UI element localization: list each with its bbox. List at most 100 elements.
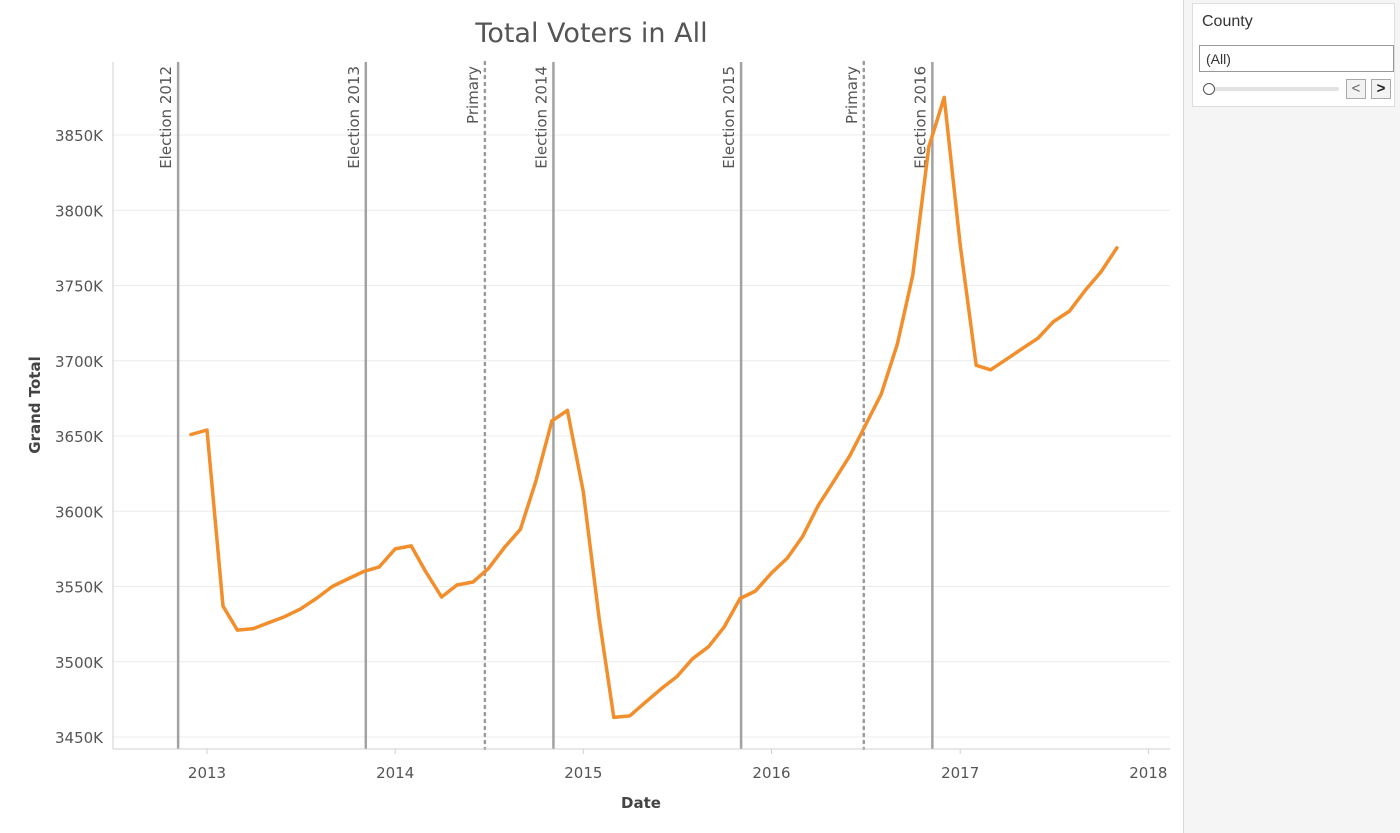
reference-line-label: Primary [464,66,482,124]
series-line [189,95,1119,720]
data-point[interactable] [455,583,459,587]
data-point[interactable] [785,556,790,560]
data-point[interactable] [643,700,647,705]
data-point[interactable] [330,584,334,589]
data-point[interactable] [800,535,805,539]
filter-slider-handle[interactable] [1203,83,1215,95]
y-tick-label: 3600K [55,503,104,521]
x-tick-label: 2014 [376,764,414,782]
y-tick-label: 3750K [55,278,104,296]
county-filter: County (All) < > [1192,3,1395,107]
y-tick-label: 3700K [55,353,104,371]
data-point[interactable] [927,145,931,149]
series-layer [189,95,1119,720]
data-point[interactable] [221,604,225,608]
data-point[interactable] [235,628,239,632]
filter-title: County [1202,13,1253,30]
data-point[interactable] [895,342,899,346]
reference-line-label: Election 2012 [157,66,175,169]
data-point[interactable] [1020,347,1024,351]
x-tick-label: 2016 [752,764,790,782]
data-point[interactable] [753,589,758,593]
data-point[interactable] [911,273,915,277]
data-point[interactable] [832,479,836,483]
data-point[interactable] [424,569,428,574]
data-point[interactable] [377,565,381,569]
filter-slider-track[interactable] [1211,87,1339,91]
data-point[interactable] [707,645,711,649]
data-point[interactable] [565,408,570,412]
data-point[interactable] [1051,320,1056,324]
data-point[interactable] [628,714,632,718]
data-point[interactable] [471,580,475,584]
data-point[interactable] [1115,246,1119,250]
reference-line-label: Election 2013 [345,66,363,169]
data-point[interactable] [314,596,318,601]
x-tick-label: 2015 [564,764,602,782]
county-select[interactable]: (All) [1199,45,1394,72]
data-point[interactable] [958,243,962,247]
data-point[interactable] [298,607,302,611]
data-point[interactable] [550,419,554,423]
data-point[interactable] [486,566,491,571]
data-point[interactable] [738,596,742,601]
chevron-right-icon[interactable]: > [1371,79,1391,99]
data-point[interactable] [518,527,523,531]
data-point[interactable] [722,625,726,629]
y-tick-label: 3650K [55,428,104,446]
data-point[interactable] [1083,288,1088,292]
data-point[interactable] [879,392,883,396]
data-point[interactable] [205,428,209,432]
data-point[interactable] [597,618,601,622]
data-point[interactable] [863,423,867,428]
y-tick-label: 3450K [55,729,104,747]
x-axis-title: Date [621,794,661,812]
gridlines [113,134,1170,738]
data-point[interactable] [440,595,444,599]
chart-area: Total Voters in All Election 2012 Electio… [26,18,1170,812]
y-axis-title: Grand Total [26,356,44,453]
data-point[interactable] [581,490,585,494]
y-tick-label: 3850K [55,127,104,145]
data-point[interactable] [362,569,366,574]
data-point[interactable] [974,363,978,367]
reference-line-label: Election 2014 [532,66,550,169]
data-point[interactable] [1036,336,1040,340]
axes: 3450K 3500K 3550K 3600K 3650K 3700K 3750K 3800K… [26,62,1170,812]
data-point[interactable] [659,687,663,691]
data-point[interactable] [848,454,852,458]
x-tick-label: 2013 [188,764,226,782]
chevron-left-icon[interactable]: < [1346,79,1366,99]
data-point[interactable] [1099,270,1103,274]
data-point[interactable] [267,621,271,625]
data-point[interactable] [189,432,193,437]
data-point[interactable] [675,675,679,679]
data-point[interactable] [346,577,350,581]
data-point[interactable] [393,547,397,551]
line-chart: Election 2012 Election 2013 Primary Electio… [26,60,1170,812]
x-tick-label: 2017 [941,764,979,782]
data-point[interactable] [989,368,993,372]
data-point[interactable] [409,544,413,548]
data-point[interactable] [769,571,774,575]
data-point[interactable] [816,503,821,507]
data-point[interactable] [1067,309,1072,313]
chart-title: Total Voters in All [475,18,708,49]
reference-line-label: Election 2015 [720,66,738,169]
data-point[interactable] [251,627,255,631]
reference-lines: Election 2012 Election 2013 Primary Electio… [157,60,934,751]
y-tick-label: 3550K [55,579,104,597]
reference-line-label: Election 2016 [911,66,929,169]
data-point[interactable] [612,715,616,720]
data-point[interactable] [1005,357,1009,361]
reference-line-label: Primary [843,66,861,124]
data-point[interactable] [691,657,695,661]
y-tick-label: 3500K [55,654,104,672]
x-tick-label: 2018 [1129,764,1167,782]
data-point[interactable] [534,479,538,483]
y-tick-label: 3800K [55,202,104,220]
data-point[interactable] [283,615,287,619]
data-point[interactable] [502,545,507,550]
data-point[interactable] [942,95,946,99]
filter-panel: County (All) < > [1183,0,1400,833]
